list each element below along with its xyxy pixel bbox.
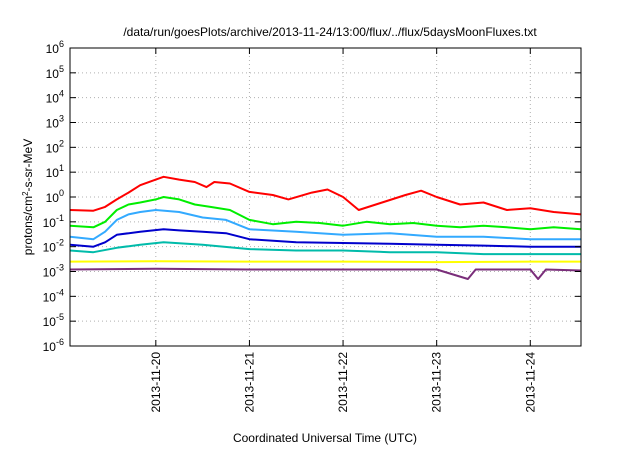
y-tick-label: 10-1 [43,213,64,230]
y-tick-label-base: 10 [46,42,60,56]
x-tick-label: 2013-11-20 [149,352,163,413]
y-tick-label-exponent: -4 [56,287,64,297]
y-tick-label-exponent: 1 [59,163,64,173]
chart-title: /data/run/goesPlots/archive/2013-11-24/1… [123,25,537,39]
y-tick-label: 10-5 [43,312,64,329]
y-tick-label: 105 [46,64,64,81]
y-tick-label: 101 [46,163,64,180]
y-tick-label-exponent: 0 [59,188,64,198]
series-line-2 [70,209,581,241]
y-tick-label-base: 10 [46,117,60,131]
y-tick-label-base: 10 [46,166,60,180]
y-axis-label-sup: 2 [21,191,30,196]
y-tick-label-base: 10 [43,266,57,280]
x-tick-label: 2013-11-22 [336,352,350,413]
y-axis-label-rest: -s-sr-MeV [21,139,35,192]
y-tick-label-exponent: -3 [56,263,64,273]
y-tick-label-exponent: 4 [59,89,64,99]
axes: 10-610-510-410-310-210-11001011021031041… [43,39,581,413]
series-line-0 [70,175,581,216]
y-tick-label: 10-6 [43,337,64,354]
y-tick-label-base: 10 [43,340,57,354]
y-tick-label-base: 10 [46,92,60,106]
y-tick-label-base: 10 [43,315,57,329]
y-tick-label: 106 [46,39,64,56]
series-line-4 [70,241,581,256]
series-group [70,175,581,280]
y-tick-label-exponent: 3 [59,114,64,124]
y-tick-label-base: 10 [46,67,60,81]
y-tick-label: 10-3 [43,263,64,280]
y-tick-label-exponent: -1 [56,213,64,223]
y-tick-label-base: 10 [43,290,57,304]
y-tick-label-exponent: 6 [59,39,64,49]
x-axis-label: Coordinated Universal Time (UTC) [233,431,417,445]
y-tick-label: 10-4 [43,287,64,304]
y-tick-label-base: 10 [46,191,60,205]
y-tick-label: 104 [46,89,64,106]
series-line-1 [70,196,581,231]
y-tick-label: 100 [46,188,64,205]
x-tick-label: 2013-11-21 [242,352,256,413]
y-tick-label: 102 [46,138,64,155]
grid [70,48,581,346]
series-line-6 [70,267,581,280]
series-line-3 [70,228,581,248]
y-tick-label-exponent: -5 [56,312,64,322]
y-tick-label-base: 10 [43,216,57,230]
y-tick-label-base: 10 [43,241,57,255]
y-axis-label: protons/cm2-s-sr-MeV [21,139,36,255]
y-tick-label-exponent: -2 [56,238,64,248]
x-tick-label: 2013-11-23 [430,352,444,413]
y-tick-label-exponent: 2 [59,138,64,148]
series-line-5 [70,260,581,264]
y-tick-label-base: 10 [46,141,60,155]
y-axis-label-base: protons/cm [21,196,35,255]
y-tick-label: 10-2 [43,238,64,255]
x-tick-label: 2013-11-24 [523,352,537,413]
y-tick-label-exponent: 5 [59,64,64,74]
y-tick-label: 103 [46,114,64,131]
y-tick-label-exponent: -6 [56,337,64,347]
